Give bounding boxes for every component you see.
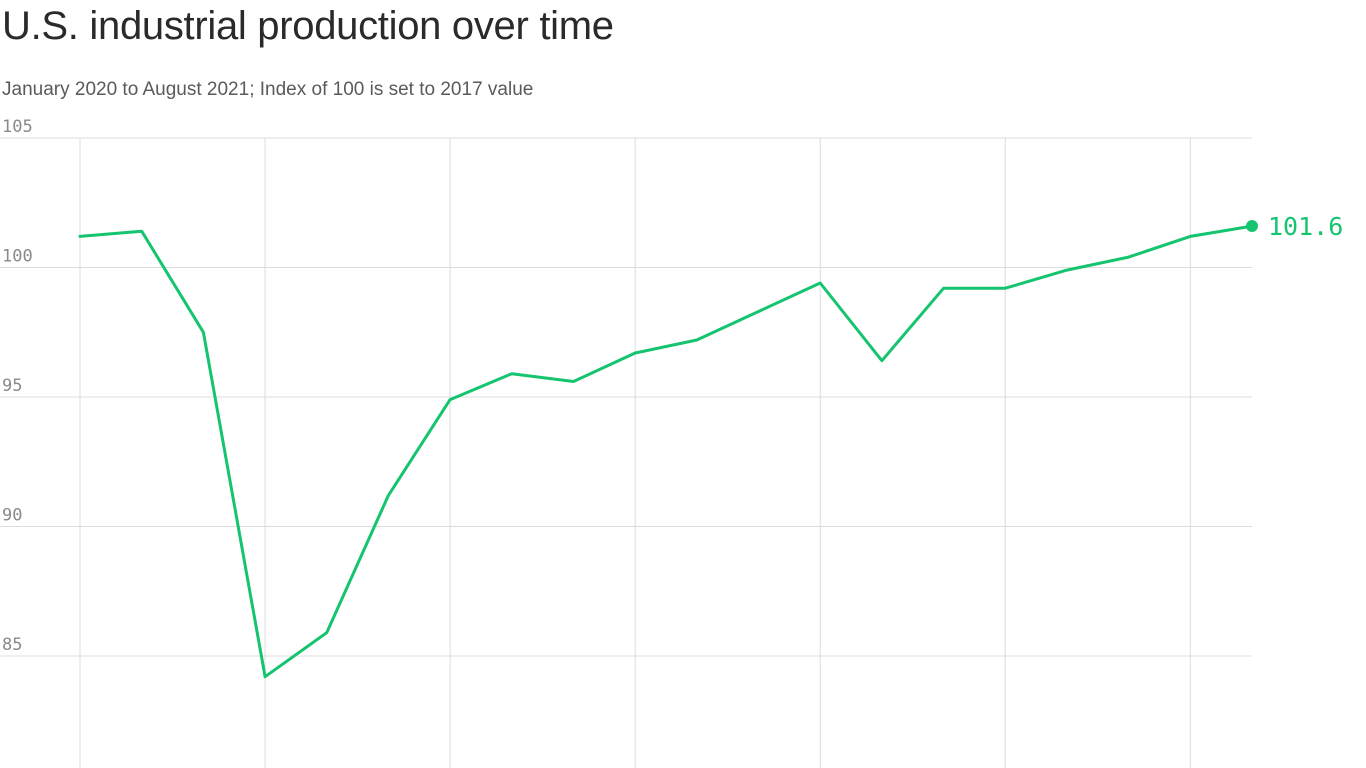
data-point bbox=[942, 286, 946, 290]
data-point bbox=[880, 359, 884, 363]
data-point bbox=[263, 675, 267, 679]
data-point bbox=[1188, 234, 1192, 238]
data-point bbox=[325, 631, 329, 635]
data-point bbox=[818, 281, 822, 285]
data-point bbox=[1003, 286, 1007, 290]
data-point bbox=[1065, 268, 1069, 272]
data-point bbox=[140, 229, 144, 233]
y-tick-label: 90 bbox=[2, 506, 22, 526]
chart-title: U.S. industrial production over time bbox=[2, 4, 614, 48]
data-point bbox=[201, 330, 205, 334]
data-point bbox=[510, 372, 514, 376]
chart-subtitle: January 2020 to August 2021; Index of 10… bbox=[2, 79, 534, 100]
y-tick-label: 95 bbox=[2, 376, 22, 396]
series-line bbox=[78, 224, 1254, 679]
data-point bbox=[633, 351, 637, 355]
end-point-marker bbox=[1246, 220, 1258, 233]
data-point bbox=[78, 234, 82, 238]
horizontal-gridlines: 85 90 95 100 105 bbox=[0, 117, 1252, 657]
data-point bbox=[571, 379, 575, 383]
end-value-label: 101.6 bbox=[1268, 212, 1343, 241]
data-point bbox=[757, 310, 761, 314]
data-point bbox=[448, 398, 452, 402]
data-point bbox=[695, 338, 699, 342]
y-tick-label: 85 bbox=[2, 635, 22, 655]
y-tick-label: 100 bbox=[2, 247, 33, 267]
data-point bbox=[386, 493, 390, 497]
y-tick-label: 105 bbox=[2, 117, 33, 137]
data-point bbox=[1127, 255, 1131, 259]
vertical-gridlines bbox=[79, 138, 1191, 768]
